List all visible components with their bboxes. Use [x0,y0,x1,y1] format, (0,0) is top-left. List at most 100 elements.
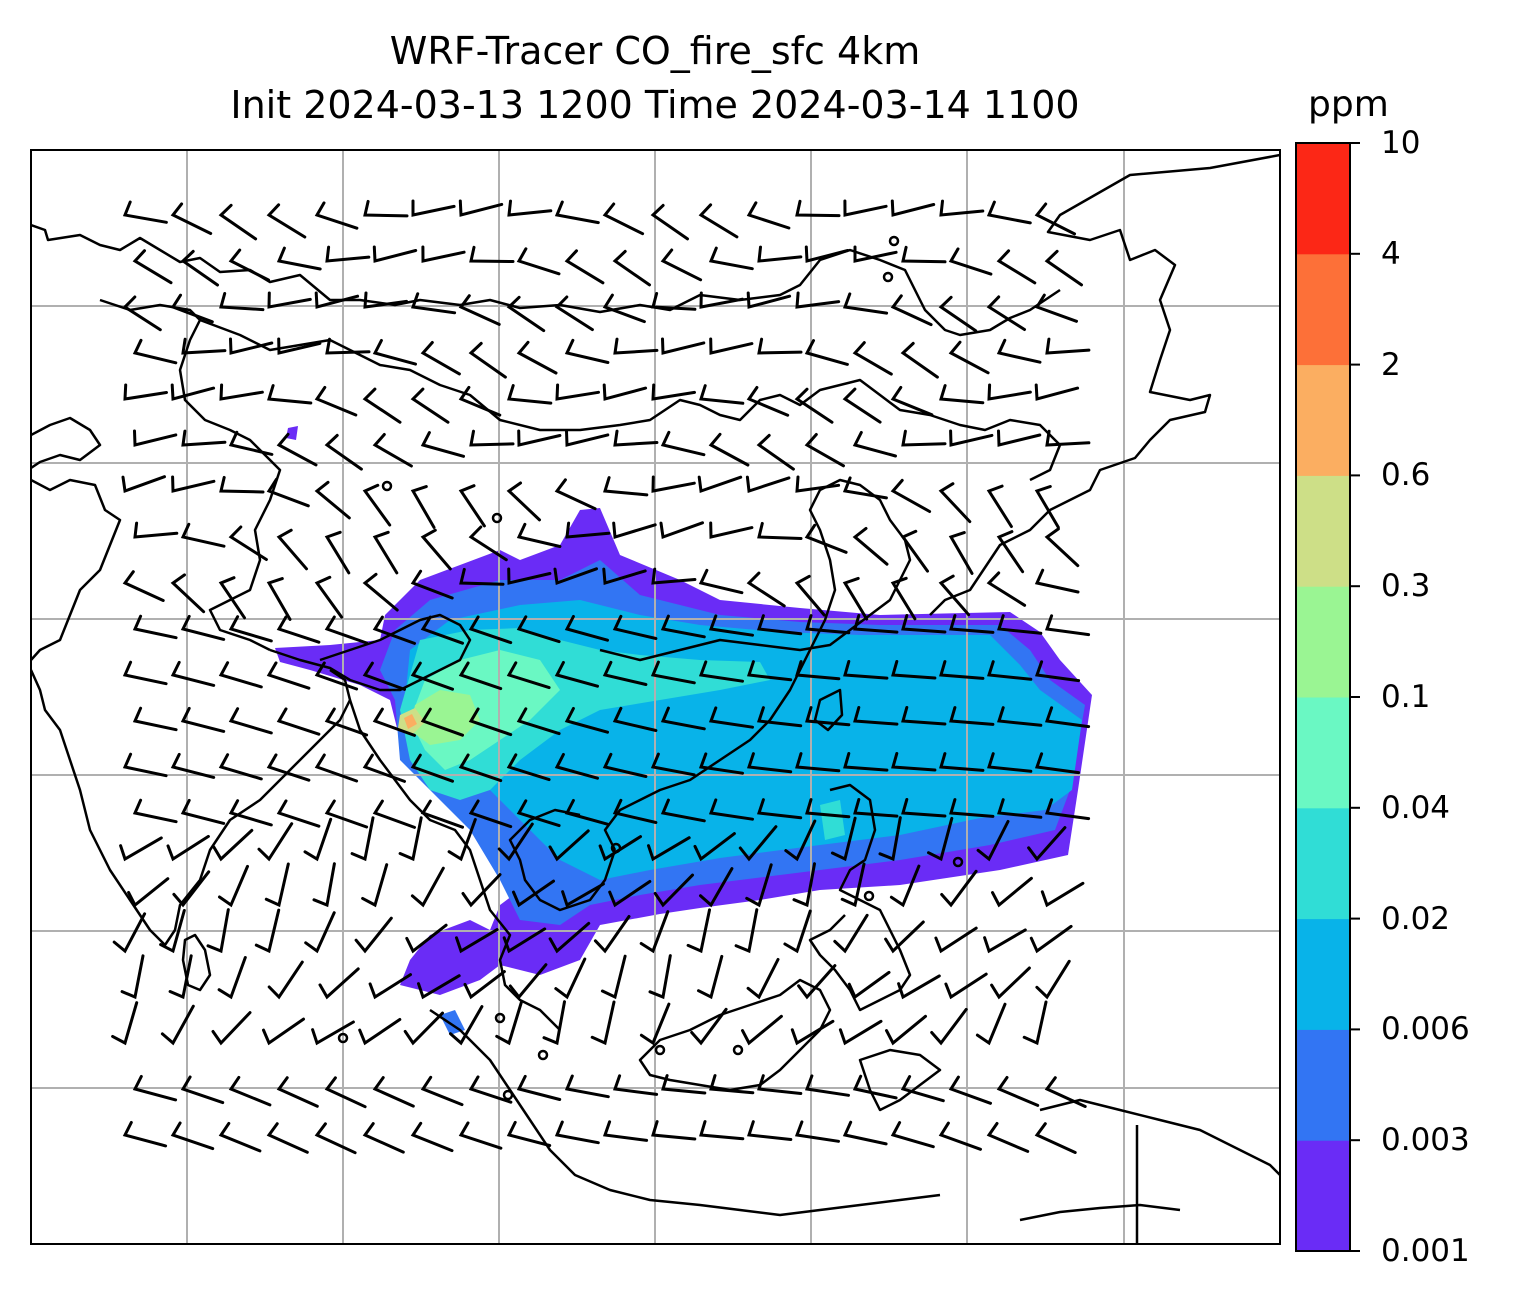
colorbar-segment [1296,143,1350,255]
wind-barb [852,431,897,458]
wind-barb [590,1000,616,1046]
wind-barb [160,1004,195,1046]
wind-barb [133,521,179,539]
wind-barb [651,567,697,585]
wind-barb [598,835,642,862]
wind-barb [699,291,744,309]
wind-barb [795,475,841,493]
wind-barb [495,1001,523,1046]
wind-barb [660,798,706,823]
wind-barb [350,816,375,862]
wind-barb [507,384,553,405]
colorbar-tick-label: 0.003 [1381,1122,1470,1159]
wind-barb [699,384,745,405]
wind-barb [650,660,696,685]
wind-barb [181,337,227,355]
wind-barb [1044,706,1091,729]
wind-barb [804,433,845,468]
wind-barb [468,707,513,737]
wind-barb [602,293,646,324]
wind-barb [363,291,409,309]
wind-barb [219,383,264,401]
wind-barb [997,429,1042,447]
wind-barb [660,614,706,639]
wind-barb [420,707,464,737]
wind-barb [312,862,336,908]
wind-barb [170,660,216,687]
wind-barb [990,966,1031,1000]
wind-barb [111,1001,139,1046]
wind-barb [1044,527,1080,568]
wind-barb [900,529,929,573]
wind-barb [502,927,547,954]
wind-barb [698,660,744,683]
wind-barb [266,661,311,690]
wind-barb [180,249,219,287]
plume-level-6 [410,690,480,745]
wind-barb [745,475,791,493]
wind-barb [458,1121,503,1150]
colorbar-segment [1296,586,1350,698]
wind-barb [901,429,947,447]
wind-barb [653,873,694,908]
wind-barb [890,1121,935,1149]
wind-barb [897,974,941,1000]
wind-barb [132,249,173,285]
wind-barb [648,954,672,1000]
wind-barb [468,615,513,645]
wind-barb [842,292,889,315]
wind-barb [554,1120,600,1145]
wind-barb [120,954,145,1000]
wind-barb [170,293,214,324]
wind-barb [554,957,587,1000]
wind-barb [458,484,486,528]
wind-barb [362,661,406,691]
wind-barb [516,340,558,375]
wind-barb [314,753,359,783]
wind-barb [639,1002,671,1046]
wind-barb [266,1122,309,1154]
wind-barb [948,1075,992,1105]
wind-barb [229,337,274,355]
coastline-caspian [31,416,102,470]
wind-barb [612,249,651,287]
wind-barb [461,873,502,908]
wind-barb [986,200,1032,225]
wind-barb [561,882,605,908]
wind-barb [660,430,706,457]
colorbar-segment [1296,1029,1350,1141]
wind-barb [218,864,249,908]
wind-barb [458,199,504,217]
wind-barb [276,528,308,571]
wind-barb [890,576,917,621]
wind-barb [122,660,168,686]
wind-barb [468,341,507,379]
wind-barb [699,867,734,908]
colorbar-segment [1296,697,1350,809]
wind-barb [900,1075,945,1103]
wind-barb [449,1005,484,1046]
wind-barb [901,798,947,818]
colorbar-segment [1296,1140,1350,1252]
wind-barb [608,880,652,908]
wind-barb [324,433,363,471]
wind-barb [362,1122,405,1154]
wind-barb [708,246,754,271]
wind-barb [885,1014,927,1046]
wind-barb [651,1120,697,1141]
wind-barb [940,869,978,908]
wind-barb [459,567,505,586]
wind-barb [565,429,610,447]
wind-barb [458,753,503,783]
wind-barb [939,384,985,405]
wind-barb [565,521,611,539]
wind-barb [324,707,369,737]
map-gridlines [31,150,1280,1244]
map-frame [30,149,1281,1245]
border-himalaya [269,613,472,692]
wind-barb [797,964,837,1000]
wind-barb [180,614,226,641]
wind-barb [554,200,600,225]
wind-barb [314,201,359,230]
wind-barb [602,567,647,585]
